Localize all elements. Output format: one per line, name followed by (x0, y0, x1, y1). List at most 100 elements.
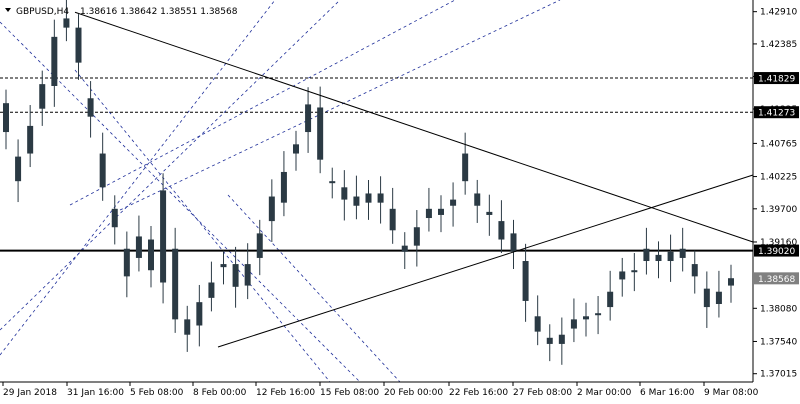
candle-body (667, 251, 674, 262)
candle-body (317, 107, 324, 160)
candle-body (3, 103, 9, 133)
ohlc-values: 1.38616 1.38642 1.38551 1.38568 (80, 7, 238, 17)
candle-body (353, 196, 360, 206)
time-tick-label: 8 Feb 00:00 (193, 388, 247, 398)
time-tick-label: 9 Mar 08:00 (704, 388, 759, 398)
price-tick-label: 1.37540 (760, 337, 797, 347)
price-tag-box (754, 244, 799, 257)
candle-body (341, 187, 348, 200)
price-tag-box (754, 72, 799, 85)
candle-body (643, 248, 650, 262)
candle-body (87, 98, 94, 117)
channel-line-2 (69, 0, 456, 206)
descending-trendline (74, 11, 754, 243)
candle-body (619, 271, 626, 280)
candle-body (413, 227, 420, 246)
candle-body (27, 125, 34, 154)
candle-body (728, 278, 734, 286)
time-tick-label: 6 Mar 16:00 (640, 388, 695, 398)
price-tick-label: 1.37015 (760, 370, 797, 380)
candle-body (15, 156, 22, 182)
candle-body (450, 199, 457, 206)
ascending-trendline (217, 174, 754, 348)
candle-body (123, 248, 130, 277)
candle-body (293, 144, 299, 154)
candle-body (389, 208, 396, 231)
candle-body (655, 254, 662, 262)
candle-body (583, 316, 589, 320)
time-axis: 29 Jan 2018 31 Jan 16:00 5 Feb 08:00 8 Feb … (2, 382, 759, 398)
candle-body (75, 27, 82, 63)
candle-body (425, 208, 432, 219)
time-tick-label: 2 Mar 00:00 (577, 388, 632, 398)
candle-body (99, 153, 106, 188)
channel-line-1 (0, 0, 341, 331)
price-tags: 1.41829 1.41273 1.39020 1.38568 (754, 72, 799, 285)
candle-body (280, 171, 287, 203)
candle-body (570, 319, 577, 329)
channel-line-0 (0, 0, 276, 356)
price-tag-label: 1.39020 (758, 247, 795, 257)
channel-line-5 (74, 69, 331, 383)
candle-body (51, 36, 58, 86)
chart-header: GBPUSD,H4 1.38616 1.38642 1.38551 1.3856… (5, 7, 238, 17)
time-tick-label: 12 Feb 16:00 (256, 388, 315, 398)
price-tick-label: 1.38080 (760, 304, 797, 314)
candle-body (558, 334, 565, 344)
price-tick-label: 1.40225 (760, 173, 797, 183)
channel-line-6 (227, 194, 401, 383)
candle-body (534, 316, 541, 332)
price-tag-box (754, 106, 799, 119)
time-tick-label: 5 Feb 08:00 (130, 388, 184, 398)
time-tick-label: 31 Jan 16:00 (67, 388, 124, 398)
candle-body (220, 264, 227, 268)
candle-body (486, 211, 493, 215)
candle-body (39, 84, 46, 109)
time-tick-label: 20 Feb 00:00 (384, 388, 443, 398)
candle-body (329, 181, 336, 184)
candle-body (498, 221, 505, 240)
channel-line-4 (0, 21, 361, 383)
channel-lines (0, 0, 561, 383)
candle-body (691, 264, 698, 277)
price-tag-box (754, 272, 799, 285)
candle-body (377, 193, 384, 203)
candle-body (365, 193, 372, 203)
candle-body (607, 291, 614, 308)
candle-body (172, 248, 179, 320)
price-tick-label: 1.39700 (760, 205, 797, 215)
candle-body (462, 153, 469, 182)
candle-body (522, 261, 529, 301)
candle-body (401, 245, 408, 252)
candle-body (546, 337, 553, 344)
time-tick-label: 15 Feb 08:00 (320, 388, 379, 398)
candle-body (595, 313, 602, 316)
candle-body (208, 282, 215, 298)
candle-body (305, 104, 312, 133)
candle-body (63, 18, 70, 28)
price-tag-label: 1.41273 (758, 109, 795, 119)
candle-body (184, 319, 191, 335)
candle-body (160, 190, 167, 283)
price-tag-label: 1.41829 (758, 75, 795, 85)
time-tick-label: 27 Feb 08:00 (513, 388, 572, 398)
price-tick-label: 1.42385 (760, 40, 797, 50)
time-tick-label: 29 Jan 2018 (3, 388, 57, 398)
candle-body (135, 236, 142, 258)
price-tick-label: 1.39160 (760, 238, 797, 248)
triangle-down-icon[interactable] (5, 8, 11, 12)
candle-body (256, 233, 263, 258)
candle-body (703, 288, 710, 308)
time-tick-label: 22 Feb 16:00 (449, 388, 508, 398)
symbol-label: GBPUSD,H4 (16, 7, 69, 17)
candle-body (510, 233, 517, 252)
candle-body (232, 264, 239, 287)
price-tick-label: 1.40765 (760, 139, 797, 149)
candle-body (438, 208, 444, 215)
price-tick-label: 1.42910 (760, 8, 797, 18)
candle-body (196, 302, 203, 326)
candle-body (148, 239, 154, 271)
candle-body (474, 193, 481, 206)
